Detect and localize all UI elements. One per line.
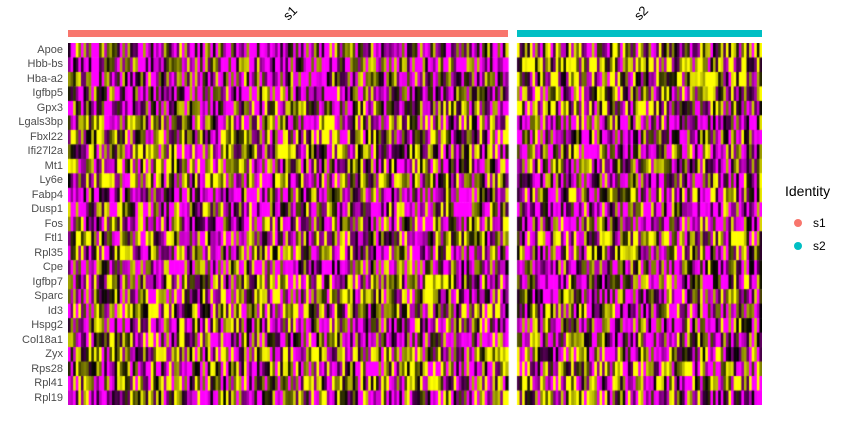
group-annotation-bar-s2 [517,30,762,37]
legend-entry-s2: s2 [785,234,830,257]
gene-label-dusp1: Dusp1 [31,203,63,216]
legend: Identity s1 s2 [785,183,830,257]
legend-title: Identity [785,183,831,199]
gene-label-apoe: Apoe [37,44,63,56]
legend-entry-label: s1 [813,215,826,230]
legend-entry-s1: s1 [785,211,830,234]
gene-label-rps28: Rps28 [31,362,63,375]
gene-label-hspg2: Hspg2 [31,319,63,332]
gene-label-gpx3: Gpx3 [36,101,63,114]
gene-label-igfbp7: Igfbp7 [32,275,63,288]
gene-label-id3: Id3 [47,304,63,317]
gene-label-sparc: Sparc [34,290,63,303]
legend-dot-s1 [794,218,802,227]
gene-label-col18a1: Col18a1 [22,333,63,346]
legend-dot-s2 [794,241,802,250]
gene-label-fbxl22: Fbxl22 [29,130,63,143]
group-label-s2: s2 [630,2,652,24]
gene-label-igfbp5: Igfbp5 [32,87,63,100]
gene-label-hbb-bs: Hbb-bs [27,58,63,71]
gene-label-cpe: Cpe [42,261,63,274]
gene-label-hba-a2: Hba-a2 [26,72,63,85]
heatmap-canvas [68,43,762,405]
gene-label-lgals3bp: Lgals3bp [18,116,63,129]
gene-label-rpl41: Rpl41 [34,377,63,390]
gene-label-rpl35: Rpl35 [34,246,63,259]
gene-label-ly6e: Ly6e [39,174,63,187]
gene-label-fabp4: Fabp4 [31,188,63,201]
legend-entry-label: s2 [813,238,826,253]
group-annotation-bar-s1 [68,30,508,37]
gene-label-fos: Fos [44,217,63,230]
gene-label-zyx: Zyx [45,348,63,361]
gene-label-ftl1: Ftl1 [44,232,63,245]
gene-label-ifi27l2a: Ifi27l2a [27,145,63,158]
gene-label-rpl19: Rpl19 [34,391,63,404]
gene-label-mt1: Mt1 [44,159,63,172]
group-label-s1: s1 [279,2,301,24]
